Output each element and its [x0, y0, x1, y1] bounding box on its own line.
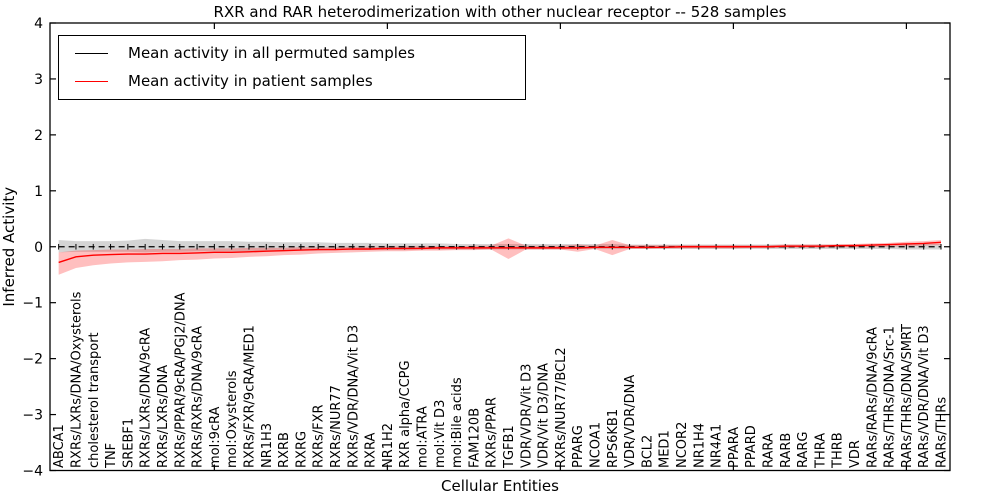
y-tick-label: −4	[22, 464, 43, 480]
legend-label-permuted: Mean activity in all permuted samples	[128, 44, 415, 62]
x-tick-label: FAM120B	[467, 408, 482, 468]
legend: Mean activity in all permuted samples Me…	[58, 35, 526, 100]
x-axis-label: Cellular Entities	[441, 477, 559, 495]
legend-line-permuted-icon	[75, 52, 108, 54]
x-tick-label: RXRs/NUR77	[329, 385, 344, 468]
x-tick-label: BCL2	[640, 435, 655, 468]
x-tick-label: RXRs/FXR/9cRA/MED1	[242, 325, 257, 468]
x-tick-label: cholesterol transport	[87, 332, 102, 468]
legend-item-patient: Mean activity in patient samples	[75, 69, 517, 93]
x-tick-label: mol:9cRA	[208, 406, 223, 468]
x-tick-label: VDR/VDR/DNA	[623, 375, 638, 468]
x-tick-label: THRB	[831, 432, 846, 469]
x-tick-label: TNF	[104, 443, 119, 469]
x-tick-label: RARs/VDR/DNA/Vit D3	[917, 325, 932, 468]
permuted-band	[58, 238, 941, 253]
y-tick-label: 0	[34, 240, 43, 256]
x-tick-label: RXRG	[294, 431, 309, 468]
x-tick-label: mol:Oxysterols	[225, 370, 240, 468]
x-tick-label: MED1	[658, 430, 673, 468]
x-tick-label: RARs/THRs/DNA/SMRT	[900, 324, 915, 468]
x-tick-label: NR4A1	[710, 424, 725, 468]
x-tick-label: mol:ATRA	[415, 406, 430, 468]
x-tick-label: RXRs/LXRs/DNA/9cRA	[139, 328, 154, 468]
x-tick-label: mol:Vit D3	[433, 400, 448, 468]
x-tick-label: RXR alpha/CCPG	[398, 360, 413, 468]
legend-item-permuted: Mean activity in all permuted samples	[75, 41, 517, 65]
y-axis-label: Inferred Activity	[0, 187, 18, 307]
x-tick-label: SREBF1	[121, 418, 136, 468]
x-tick-label: NR1H3	[260, 423, 275, 468]
y-tick-label: 4	[34, 16, 43, 32]
x-tick-label: RXRs/PPAR	[485, 397, 500, 468]
x-tick-label: NCOA1	[588, 422, 603, 468]
legend-line-patient-icon	[75, 80, 108, 82]
x-tick-label: NCOR2	[675, 422, 690, 468]
x-tick-label: RXRs/LXRs/DNA/Oxysterols	[69, 291, 84, 468]
y-tick-label: 3	[34, 72, 43, 88]
x-tick-label: RXRs/VDR/DNA/Vit D3	[346, 325, 361, 468]
x-tick-label: RXRs/PPAR/9cRA/PGJ2/DNA	[173, 292, 188, 468]
x-tick-label: RXRA	[364, 433, 379, 468]
y-tick-label: −2	[22, 352, 43, 368]
y-tick-label: 2	[34, 128, 43, 144]
x-tick-label: RXRB	[277, 432, 292, 468]
x-tick-label: PPARG	[571, 425, 586, 468]
x-tick-label: THRA	[813, 433, 828, 469]
patient-mean-line	[58, 241, 942, 264]
x-tick-label: VDR	[848, 440, 863, 468]
x-tick-label: ABCA1	[52, 424, 67, 468]
x-tick-label: RARs/THRs/DNA/Src-1	[883, 326, 898, 468]
x-tick-label: RXRs/FXR	[312, 404, 327, 468]
x-tick-label: RARA	[761, 433, 776, 468]
y-tick-label: −1	[22, 296, 43, 312]
x-tick-label: RARB	[779, 433, 794, 468]
legend-label-patient: Mean activity in patient samples	[128, 72, 373, 90]
x-tick-label: RXRs/LXRs/DNA	[156, 365, 171, 468]
x-tick-label: VDR/VDR/Vit D3	[519, 364, 534, 468]
y-tick-label: −3	[22, 408, 43, 424]
x-tick-label: TGFB1	[502, 425, 517, 469]
x-tick-label: RPS6KB1	[606, 409, 621, 468]
x-tick-label: PPARD	[744, 425, 759, 468]
x-tick-label: RXRs/NUR77/BCL2	[554, 347, 569, 468]
x-tick-label: RARs/THRs	[935, 397, 950, 468]
x-tick-label: NR1H2	[381, 423, 396, 468]
x-tick-label: RARG	[796, 431, 811, 468]
x-tick-label: RARs/RARs/DNA/9cRA	[865, 327, 880, 468]
x-tick-label: RXRs/RXRs/DNA/9cRA	[191, 326, 206, 468]
x-tick-label: mol:Bile acids	[450, 377, 465, 468]
chart-title: RXR and RAR heterodimerization with othe…	[213, 3, 787, 21]
x-tick-label: VDR/Vit D3/DNA	[537, 363, 552, 468]
x-tick-label: PPARA	[727, 427, 742, 468]
x-tick-label: NR1H4	[692, 423, 707, 468]
y-tick-label: 1	[34, 184, 43, 200]
